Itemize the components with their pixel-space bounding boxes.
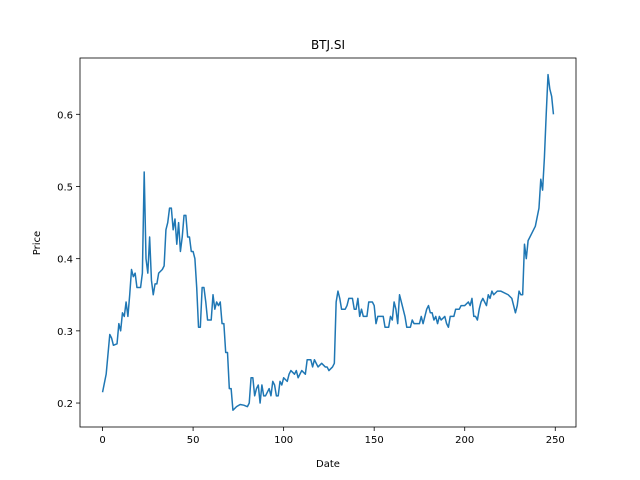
x-tick-label: 250	[546, 435, 565, 446]
x-tick-label: 200	[455, 435, 474, 446]
y-tick-label: 0.4	[57, 255, 73, 266]
y-axis-label: Price	[32, 231, 43, 255]
chart-title: BTJ.SI	[311, 38, 345, 52]
y-tick-label: 0.6	[57, 110, 73, 121]
x-tick-label: 0	[99, 435, 105, 446]
x-tick-label: 50	[187, 435, 200, 446]
x-tick-label: 100	[274, 435, 293, 446]
plot-frame	[79, 57, 577, 428]
y-tick-label: 0.5	[57, 182, 73, 193]
x-axis-label: Date	[316, 459, 340, 470]
y-tick-label: 0.2	[57, 399, 73, 410]
price-line	[101, 73, 555, 411]
x-tick-label: 150	[365, 435, 384, 446]
y-tick-label: 0.3	[57, 327, 73, 338]
